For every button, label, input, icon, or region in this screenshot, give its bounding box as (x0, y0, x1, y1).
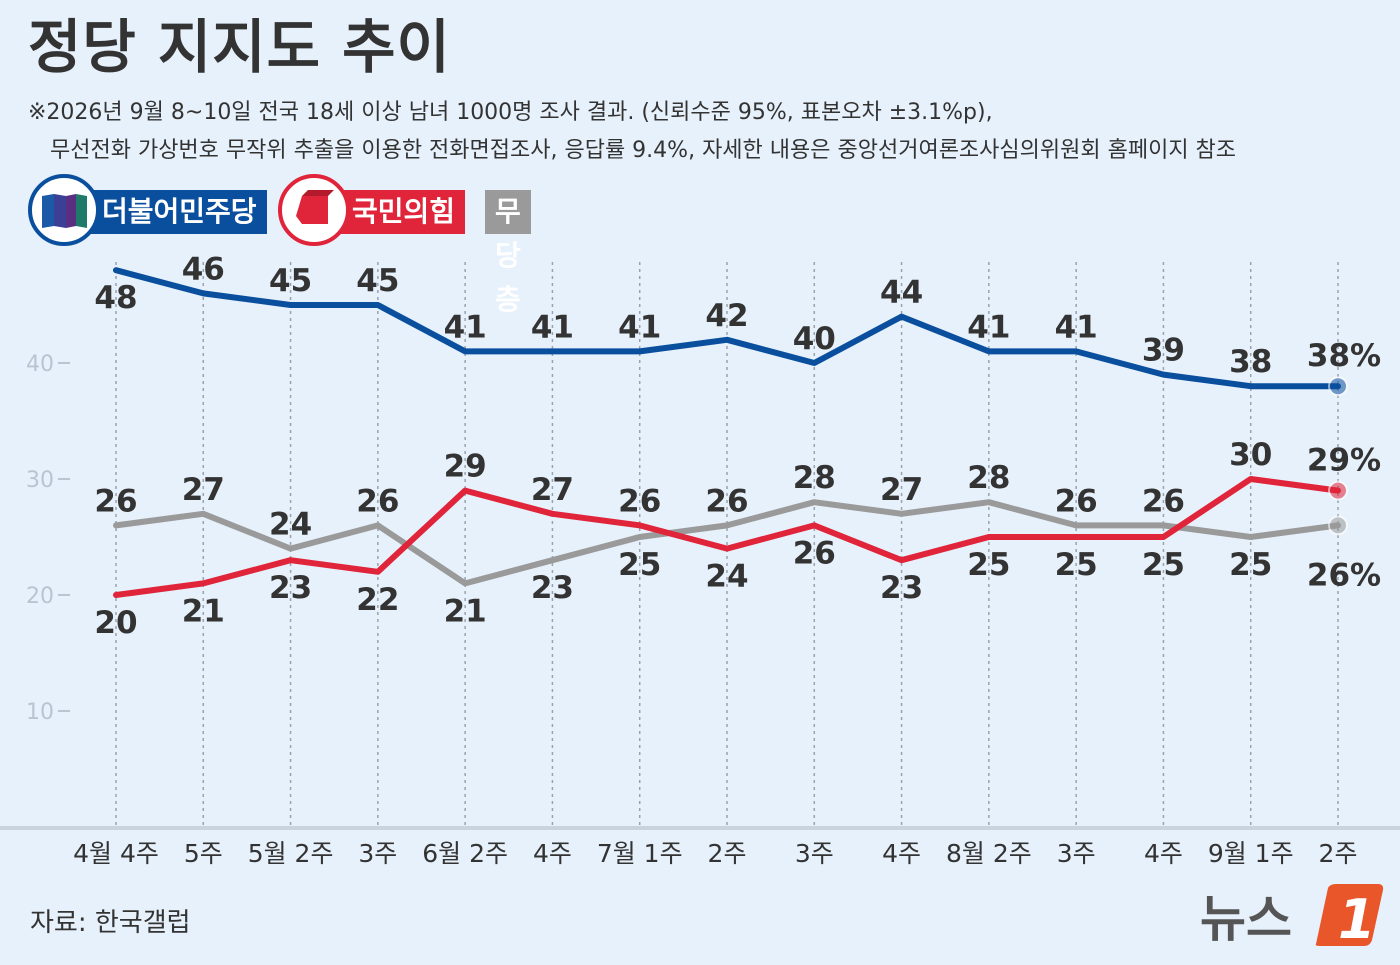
data-label-independent: 28 (967, 460, 1010, 496)
x-tick-label: 5월 2주 (248, 839, 334, 868)
data-label-independent: 27 (182, 472, 225, 508)
data-label-independent: 23 (531, 570, 574, 606)
x-tick-label: 4월 4주 (73, 839, 159, 868)
data-label-democratic: 41 (967, 309, 1010, 345)
series-end-marker (1328, 480, 1348, 501)
source-credit: 자료: 한국갤럽 (30, 908, 191, 938)
data-label-independent: 21 (444, 593, 487, 629)
data-label-ppp: 20 (94, 605, 137, 641)
x-tick-label: 3주 (1057, 839, 1096, 868)
data-label-independent: 28 (793, 460, 836, 496)
data-label-independent: 25 (618, 547, 661, 583)
x-tick-label: 7월 1주 (597, 839, 683, 868)
data-label-democratic: 41 (1055, 309, 1098, 345)
survey-note-line-2: 무선전화 가상번호 무작위 추출을 이용한 전화면접조사, 응답률 9.4%, … (50, 138, 1237, 163)
data-label-ppp: 22 (356, 582, 399, 618)
x-tick-label: 2주 (708, 839, 747, 868)
data-label-democratic: 41 (444, 309, 487, 345)
data-label-ppp: 30 (1229, 437, 1272, 473)
x-tick-label: 4주 (533, 839, 572, 868)
data-label-independent: 25 (1229, 547, 1272, 583)
series-line-0 (113, 267, 1341, 390)
data-label-ppp: 29 (444, 449, 487, 485)
data-label-ppp: 25 (967, 547, 1010, 583)
data-label-democratic: 46 (182, 251, 225, 287)
data-label-ppp: 23 (880, 570, 923, 606)
survey-note-line-1: ※2026년 9월 8~10일 전국 18세 이상 남녀 1000명 조사 결과… (28, 100, 993, 125)
x-tick-label: 5주 (184, 839, 223, 868)
data-label-ppp: 23 (269, 570, 312, 606)
series-end-marker (1328, 515, 1348, 536)
party-flag-icon (28, 174, 100, 246)
x-tick-label: 6월 2주 (422, 839, 508, 868)
end-label-ppp: 29% (1307, 443, 1381, 479)
end-label-democratic: 38% (1307, 338, 1381, 374)
page-title: 정당 지지도 추이 (28, 13, 451, 81)
x-tick-label: 4주 (1144, 839, 1183, 868)
x-tick-label: 3주 (795, 839, 834, 868)
data-label-ppp: 24 (705, 559, 748, 595)
party-logo-icon (278, 174, 350, 246)
data-label-ppp: 21 (182, 593, 225, 629)
data-label-democratic: 41 (531, 309, 574, 345)
data-label-democratic: 39 (1142, 333, 1185, 369)
x-axis-baseline (0, 826, 1400, 830)
data-label-democratic: 48 (94, 280, 137, 316)
y-tick-label: 40 (26, 352, 54, 377)
series-end-marker (1328, 376, 1348, 397)
data-label-independent: 26 (94, 483, 137, 519)
x-tick-label: 4주 (882, 839, 921, 868)
data-label-democratic: 44 (880, 275, 923, 311)
svg-text:1: 1 (1338, 888, 1376, 950)
end-label-independent: 26% (1307, 557, 1381, 593)
data-label-democratic: 45 (356, 263, 399, 299)
x-tick-label: 2주 (1319, 839, 1358, 868)
data-label-democratic: 40 (793, 321, 836, 357)
data-label-independent: 27 (880, 472, 923, 508)
data-label-democratic: 42 (705, 298, 748, 334)
data-label-ppp: 27 (531, 472, 574, 508)
data-label-independent: 26 (705, 483, 748, 519)
y-tick-label: 20 (26, 584, 54, 609)
data-label-independent: 26 (1055, 483, 1098, 519)
news1-logo: 뉴스 1 (1200, 884, 1384, 950)
svg-text:뉴스: 뉴스 (1200, 890, 1292, 948)
y-tick-label: 10 (26, 700, 54, 725)
series-line-1 (113, 476, 1341, 598)
data-label-democratic: 38 (1229, 344, 1272, 380)
data-label-ppp: 25 (1055, 547, 1098, 583)
data-label-ppp: 25 (1142, 547, 1185, 583)
data-label-democratic: 45 (269, 263, 312, 299)
x-tick-label: 9월 1주 (1208, 839, 1294, 868)
data-label-independent: 26 (356, 483, 399, 519)
data-label-ppp: 26 (793, 535, 836, 571)
data-label-democratic: 41 (618, 309, 661, 345)
y-tick-label: 30 (26, 468, 54, 493)
data-label-independent: 24 (269, 507, 312, 543)
series-line-2 (113, 499, 1341, 587)
x-tick-label: 3주 (358, 839, 397, 868)
data-label-ppp: 26 (618, 483, 661, 519)
data-label-independent: 26 (1142, 483, 1185, 519)
x-tick-label: 8월 2주 (946, 839, 1032, 868)
legend-label-independent: 무당층 (485, 190, 531, 316)
